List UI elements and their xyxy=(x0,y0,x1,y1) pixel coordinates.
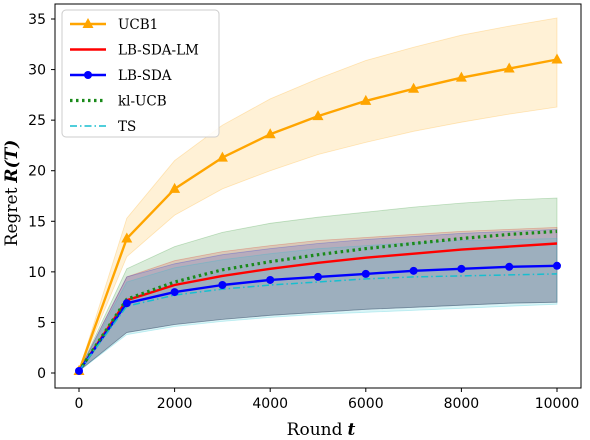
legend-label-1: LB-SDA-LM xyxy=(118,43,199,59)
legend-marker-2 xyxy=(84,71,92,79)
point-0-4 xyxy=(264,128,276,139)
band-4 xyxy=(78,238,558,372)
point-0-8 xyxy=(455,71,467,82)
series-line-1 xyxy=(78,242,558,372)
point-0-1 xyxy=(121,232,133,243)
legend-label-3: kl-UCB xyxy=(118,94,167,110)
point-2-1 xyxy=(122,299,131,308)
point-2-8 xyxy=(457,264,466,273)
y-tick-label-4: 20 xyxy=(28,164,46,180)
point-0-6 xyxy=(360,94,372,105)
point-0-10 xyxy=(551,53,563,64)
x-axis-ticks: 0 2000 4000 6000 8000 10000 xyxy=(75,388,580,412)
point-2-6 xyxy=(361,269,370,278)
y-axis-title: Regret R(T) xyxy=(2,140,22,247)
point-2-2 xyxy=(170,288,179,297)
legend-label-4: TS xyxy=(118,119,136,135)
series-markers xyxy=(73,53,563,375)
y-tick-label-7: 35 xyxy=(28,12,46,28)
point-2-3 xyxy=(218,281,227,290)
series-line-3 xyxy=(77,229,558,372)
x-tick-label-2: 4000 xyxy=(252,396,288,412)
point-0-3 xyxy=(216,151,228,162)
x-axis-title: Round t xyxy=(287,420,356,440)
point-2-0 xyxy=(75,366,83,375)
legend-label-0: UCB1 xyxy=(118,17,158,33)
x-tick-label-1: 2000 xyxy=(157,396,193,412)
y-axis-ticks: 0 5 10 15 20 25 30 35 xyxy=(28,12,55,382)
y-tick-label-6: 30 xyxy=(28,63,46,79)
y-tick-label-1: 5 xyxy=(37,315,46,331)
x-tick-label-5: 10000 xyxy=(535,396,580,412)
x-axis-title-prefix: Round xyxy=(287,420,343,440)
y-tick-label-2: 10 xyxy=(28,265,46,281)
point-0-7 xyxy=(408,82,420,93)
y-axis-title-var: R(T) xyxy=(2,140,22,184)
point-0-5 xyxy=(312,110,324,121)
y-axis-title-prefix: Regret xyxy=(2,187,22,246)
point-0-9 xyxy=(503,62,515,73)
point-2-9 xyxy=(505,262,514,271)
y-tick-label-5: 25 xyxy=(28,113,46,129)
point-0-2 xyxy=(169,182,181,193)
point-2-4 xyxy=(266,275,275,284)
x-tick-label-3: 6000 xyxy=(348,396,384,412)
legend: UCB1 LB-SDA-LM LB-SDA kl-UCB TS xyxy=(61,9,220,138)
point-2-7 xyxy=(409,266,418,275)
legend-label-2: LB-SDA xyxy=(118,68,172,84)
x-tick-label-4: 8000 xyxy=(444,396,480,412)
x-axis-title-var: t xyxy=(347,420,355,440)
legend-marker-0 xyxy=(82,18,94,28)
point-2-10 xyxy=(553,261,561,270)
legend-box xyxy=(61,9,220,138)
y-tick-label-3: 15 xyxy=(28,214,46,230)
point-2-5 xyxy=(314,272,322,281)
y-tick-label-0: 0 xyxy=(37,366,46,382)
plot-frame xyxy=(54,3,582,389)
x-tick-label-0: 0 xyxy=(75,396,84,412)
